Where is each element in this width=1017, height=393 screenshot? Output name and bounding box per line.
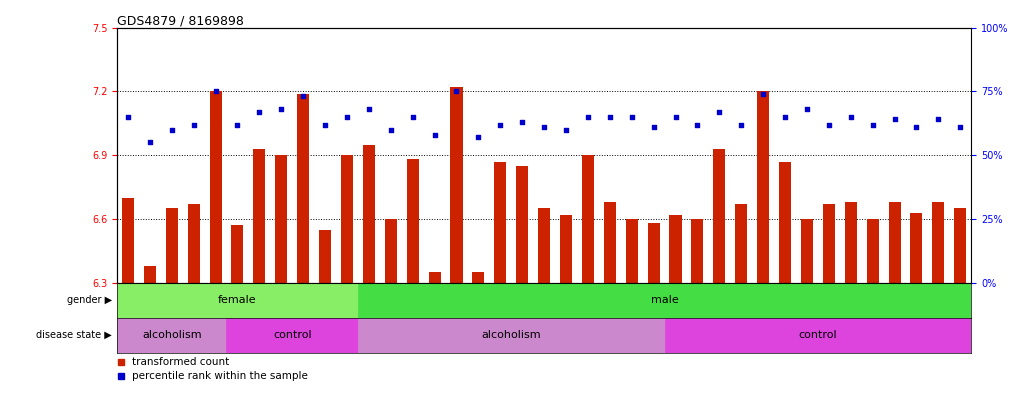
Bar: [845, 202, 856, 283]
Point: [251, 108, 267, 115]
Bar: [166, 208, 178, 283]
Text: GDS4879 / 8169898: GDS4879 / 8169898: [117, 15, 244, 28]
Bar: [910, 213, 922, 283]
Point: [339, 114, 355, 120]
Bar: [757, 91, 769, 283]
Text: female: female: [218, 296, 256, 305]
Bar: [276, 155, 287, 283]
Point: [711, 108, 727, 115]
Bar: [692, 219, 704, 283]
Bar: [472, 272, 484, 283]
Point: [690, 121, 706, 128]
Point: [558, 127, 575, 133]
Text: percentile rank within the sample: percentile rank within the sample: [132, 371, 308, 381]
Bar: [384, 219, 397, 283]
Point: [274, 106, 290, 112]
Bar: [210, 91, 222, 283]
Bar: [713, 149, 725, 283]
Point: [864, 121, 881, 128]
Bar: [560, 215, 572, 283]
Text: disease state ▶: disease state ▶: [37, 330, 112, 340]
Bar: [143, 266, 156, 283]
Point: [887, 116, 903, 123]
Bar: [664, 318, 971, 353]
Bar: [363, 145, 375, 283]
Point: [931, 116, 947, 123]
Point: [755, 91, 771, 97]
Bar: [187, 204, 199, 283]
Bar: [801, 219, 813, 283]
Bar: [933, 202, 945, 283]
Point: [229, 121, 245, 128]
Point: [821, 121, 837, 128]
Bar: [297, 94, 309, 283]
Bar: [779, 162, 791, 283]
Point: [514, 119, 530, 125]
Point: [426, 132, 442, 138]
Text: gender ▶: gender ▶: [67, 296, 112, 305]
Bar: [319, 230, 332, 283]
Bar: [358, 283, 971, 318]
Bar: [889, 202, 901, 283]
Bar: [866, 219, 879, 283]
Point: [317, 121, 334, 128]
Point: [777, 114, 793, 120]
Point: [141, 139, 158, 145]
Bar: [604, 202, 616, 283]
Bar: [358, 318, 664, 353]
Point: [667, 114, 683, 120]
Point: [382, 127, 399, 133]
Bar: [648, 223, 660, 283]
Point: [580, 114, 596, 120]
Point: [908, 124, 924, 130]
Text: male: male: [651, 296, 678, 305]
Bar: [669, 215, 681, 283]
Bar: [341, 155, 353, 283]
Point: [843, 114, 859, 120]
Text: control: control: [273, 330, 311, 340]
Text: transformed count: transformed count: [132, 357, 230, 367]
Point: [798, 106, 815, 112]
Point: [164, 127, 180, 133]
Point: [536, 124, 552, 130]
Bar: [582, 155, 594, 283]
Point: [185, 121, 201, 128]
Bar: [428, 272, 440, 283]
Bar: [494, 162, 506, 283]
Text: alcoholism: alcoholism: [142, 330, 201, 340]
Point: [470, 134, 486, 140]
Bar: [117, 318, 227, 353]
Bar: [253, 149, 265, 283]
Bar: [517, 166, 528, 283]
Point: [361, 106, 377, 112]
Bar: [823, 204, 835, 283]
Point: [295, 93, 311, 99]
Point: [120, 114, 136, 120]
Point: [448, 88, 465, 94]
Bar: [954, 208, 966, 283]
Point: [492, 121, 508, 128]
Point: [207, 88, 224, 94]
Point: [733, 121, 750, 128]
Text: alcoholism: alcoholism: [481, 330, 541, 340]
Bar: [407, 160, 419, 283]
Bar: [451, 87, 463, 283]
Point: [646, 124, 662, 130]
Bar: [117, 283, 358, 318]
Bar: [122, 198, 134, 283]
Bar: [735, 204, 747, 283]
Text: control: control: [798, 330, 837, 340]
Bar: [625, 219, 638, 283]
Bar: [227, 318, 358, 353]
Point: [623, 114, 640, 120]
Point: [952, 124, 968, 130]
Point: [602, 114, 618, 120]
Bar: [538, 208, 550, 283]
Bar: [232, 226, 243, 283]
Point: [405, 114, 421, 120]
